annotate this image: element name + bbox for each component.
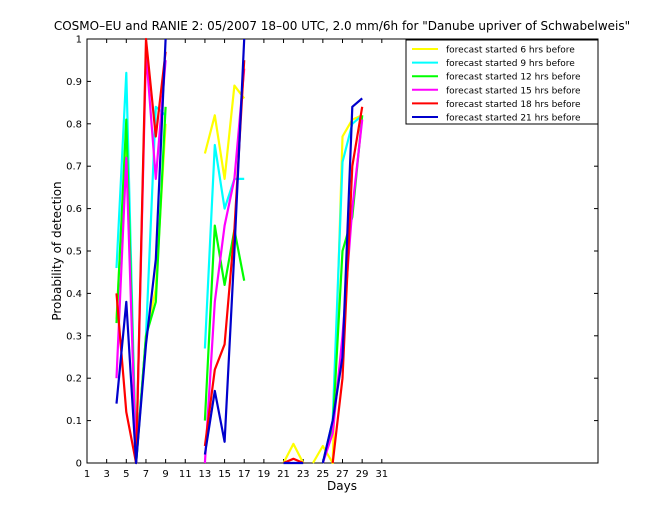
x-tick-label: 23	[297, 469, 310, 480]
x-tick-label: 29	[356, 469, 369, 480]
x-tick-label: 25	[316, 469, 329, 480]
y-axis-label: Probability of detection	[50, 181, 64, 320]
x-tick-label: 7	[143, 469, 149, 480]
y-tick-label: 0.2	[66, 374, 82, 385]
y-tick-label: 1	[76, 35, 82, 46]
series-line	[283, 457, 304, 465]
y-tick-label: 0.9	[66, 77, 82, 88]
x-tick-label: 11	[179, 469, 192, 480]
series-line	[331, 106, 364, 464]
series-line	[321, 97, 363, 464]
x-tick-label: 31	[375, 469, 388, 480]
series-lines	[115, 37, 364, 465]
legend-label: forecast started 15 hrs before	[446, 86, 581, 96]
x-tick-label: 1	[84, 469, 90, 480]
legend-box	[405, 39, 599, 125]
series-line	[115, 37, 167, 465]
legend-label: forecast started 12 hrs before	[446, 73, 581, 83]
x-tick-label: 21	[277, 469, 290, 480]
series-line	[203, 84, 246, 180]
chart-title: COSMO–EU and RANIE 2: 05/2007 18–00 UTC,…	[54, 19, 630, 33]
x-tick-label: 15	[218, 469, 231, 480]
x-tick-label: 19	[258, 469, 271, 480]
legend-label: forecast started 6 hrs before	[446, 46, 575, 56]
x-tick-label: 27	[336, 469, 349, 480]
x-tick-label: 9	[162, 469, 168, 480]
x-tick-label: 13	[199, 469, 212, 480]
y-tick-label: 0.3	[66, 331, 82, 342]
x-axis-label: Days	[327, 479, 357, 493]
y-tick-label: 0.4	[66, 289, 82, 300]
series-line	[282, 442, 305, 464]
y-tick-label: 0.5	[66, 247, 82, 258]
legend-label: forecast started 18 hrs before	[446, 100, 581, 110]
legend: forecast started 6 hrs before forecast st…	[405, 39, 599, 125]
y-tick-label: 0.7	[66, 162, 82, 173]
y-tick-label: 0	[76, 459, 82, 470]
y-tick-label: 0.8	[66, 119, 82, 130]
x-tick-label: 3	[103, 469, 109, 480]
y-axis-ticks: 0 0.1 0.2 0.3 0.4 0.5 0.6 0.7 0.8 0.9 1	[66, 35, 598, 470]
series-line	[115, 38, 167, 465]
x-tick-label: 5	[123, 469, 129, 480]
x-tick-label: 17	[238, 469, 251, 480]
series-line	[203, 38, 246, 455]
legend-label: forecast started 21 hrs before	[446, 114, 581, 124]
series-line	[203, 68, 246, 464]
y-tick-label: 0.6	[66, 204, 82, 215]
series-line	[203, 224, 246, 421]
y-tick-label: 0.1	[66, 416, 82, 427]
legend-label: forecast started 9 hrs before	[446, 59, 575, 69]
